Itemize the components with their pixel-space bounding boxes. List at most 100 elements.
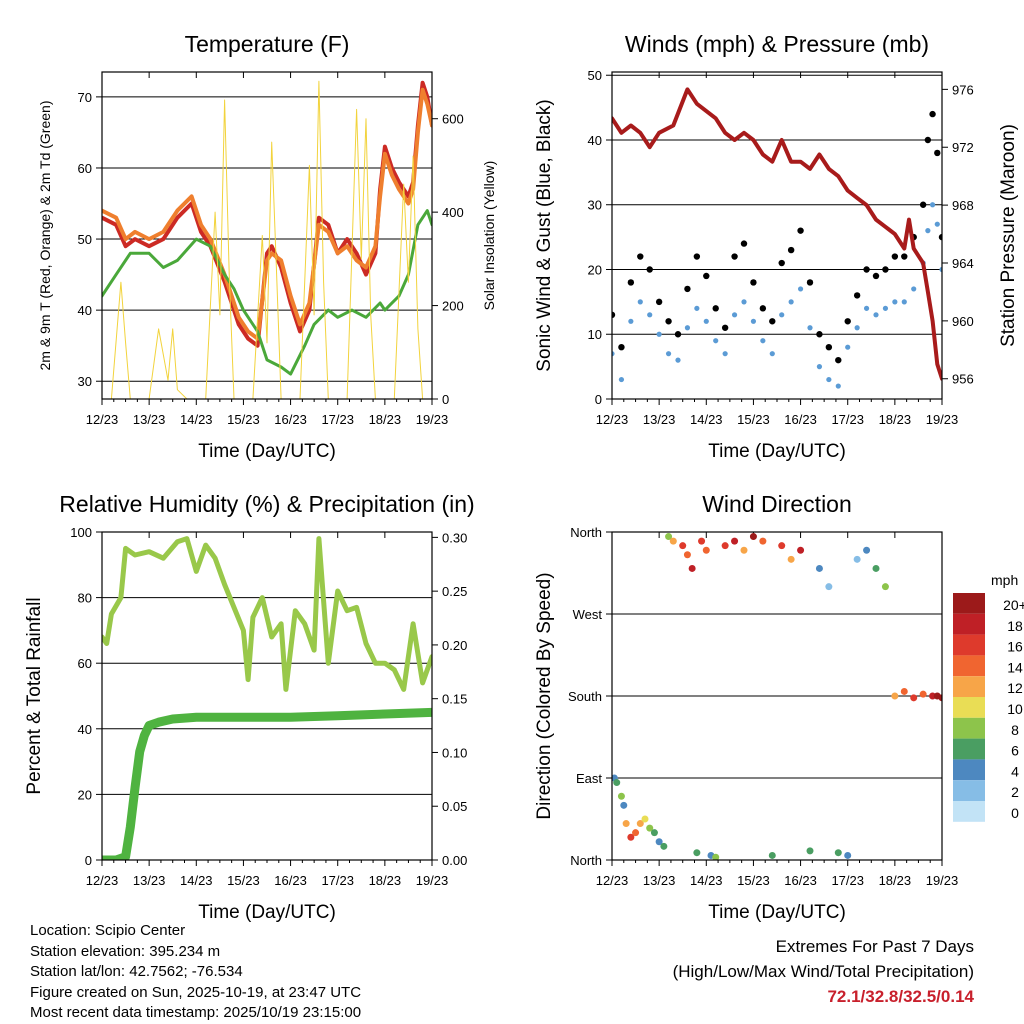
- direction-point: [844, 851, 852, 859]
- wind-point: [835, 383, 841, 389]
- wind-point: [826, 376, 832, 383]
- wind-point: [816, 364, 823, 370]
- direction-point: [853, 555, 861, 563]
- gust-point: [806, 279, 814, 286]
- wind-point: [788, 299, 794, 305]
- y-tick-label: 70: [78, 90, 92, 105]
- chart-title: Relative Humidity (%) & Precipitation (i…: [59, 491, 474, 517]
- x-tick-label: 17/23: [321, 412, 354, 427]
- direction-point: [646, 824, 654, 832]
- direction-point: [660, 842, 668, 850]
- gust-point: [637, 253, 644, 260]
- legend-label: 6: [1011, 743, 1019, 759]
- created-text: Figure created on Sun, 2025-10-19, at 23…: [30, 983, 362, 1001]
- series-line-relative-humidity: [102, 536, 432, 692]
- direction-point: [759, 537, 767, 545]
- y-axis-label: Percent & Total Rainfall: [24, 597, 45, 794]
- direction-point: [683, 551, 691, 559]
- gust-point: [627, 279, 635, 286]
- y2-tick-label: 0.00: [442, 853, 467, 868]
- direction-point: [679, 542, 687, 550]
- y-tick-label: 50: [78, 232, 92, 247]
- gust-point: [693, 253, 701, 260]
- x-tick-label: 12/23: [86, 412, 119, 427]
- gust-point: [919, 201, 927, 208]
- direction-point: [881, 583, 889, 591]
- wind-point: [934, 221, 940, 227]
- y2-tick-label: 0.25: [442, 584, 467, 599]
- x-tick-label: 12/23: [596, 873, 629, 888]
- gust-point: [901, 253, 908, 260]
- wind-point: [750, 318, 757, 324]
- gust-point: [891, 253, 899, 260]
- wind-point: [911, 286, 917, 292]
- legend-label: 10: [1007, 701, 1023, 717]
- gust-point: [787, 246, 795, 254]
- gust-point: [844, 318, 851, 325]
- direction-point: [620, 801, 628, 809]
- wind-point: [656, 331, 662, 337]
- direction-point: [768, 851, 776, 859]
- legend-label: 18: [1007, 618, 1023, 634]
- y-axis-label: Sonic Wind & Gust (Blue, Black): [534, 99, 555, 371]
- y-tick-label: 30: [588, 198, 602, 213]
- direction-point: [693, 849, 701, 857]
- x-tick-label: 19/23: [926, 873, 959, 888]
- y2-tick-label: 0.05: [442, 799, 467, 814]
- direction-point: [740, 546, 748, 554]
- y2-tick-label: 0.15: [442, 692, 467, 707]
- direction-point: [910, 694, 918, 702]
- y-axis-label: 2m & 9m T (Red, Orange) & 2m Td (Green): [37, 101, 53, 371]
- legend-swatch: [953, 655, 985, 677]
- y2-tick-label: 972: [952, 140, 974, 155]
- gust-point: [769, 318, 776, 325]
- direction-point: [863, 546, 871, 554]
- direction-point: [698, 537, 706, 545]
- y2-tick-label: 0.10: [442, 745, 467, 760]
- legend-swatch: [953, 801, 985, 822]
- x-tick-label: 18/23: [369, 412, 402, 427]
- extremes-subtitle: (High/Low/Max Wind/Total Precipitation): [672, 962, 974, 981]
- x-tick-label: 15/23: [737, 412, 770, 427]
- wind-point: [845, 344, 851, 350]
- chart-title: Winds (mph) & Pressure (mb): [625, 31, 929, 57]
- gust-point: [655, 298, 663, 306]
- direction-point: [797, 546, 805, 554]
- direction-point: [613, 779, 621, 787]
- y2-tick-label: 968: [952, 198, 974, 213]
- x-tick-label: 17/23: [321, 873, 354, 888]
- wind-point: [863, 305, 870, 311]
- extremes-values: 72.1/32.8/32.5/0.14: [827, 987, 974, 1006]
- x-tick-label: 19/23: [926, 412, 959, 427]
- direction-point: [712, 853, 720, 860]
- wind-point: [854, 325, 860, 331]
- legend-label: 20+: [1003, 597, 1024, 613]
- legend-swatch: [953, 613, 985, 635]
- series-line-solar-insolation: [102, 80, 432, 399]
- x-tick-label: 15/23: [227, 873, 260, 888]
- x-tick-label: 14/23: [180, 412, 213, 427]
- series-group: [102, 80, 432, 399]
- plot-frame: [101, 531, 433, 861]
- y-tick-label: North: [570, 853, 602, 868]
- y2-tick-label: 956: [952, 372, 974, 387]
- x-tick-label: 15/23: [227, 412, 260, 427]
- gust-point: [674, 331, 682, 338]
- legend-swatch: [953, 717, 985, 739]
- x-tick-label: 12/23: [86, 873, 119, 888]
- legend-swatch: [953, 759, 985, 781]
- gust-point: [835, 356, 842, 364]
- y2-tick-label: 400: [442, 205, 464, 220]
- y-tick-label: 10: [588, 327, 602, 342]
- x-tick-label: 12/23: [596, 412, 629, 427]
- legend-label: 12: [1007, 680, 1023, 696]
- wind-point: [647, 312, 653, 318]
- gust-point: [759, 305, 767, 312]
- direction-point: [900, 687, 908, 695]
- plot-frame: [611, 531, 943, 861]
- gust-point: [797, 227, 804, 234]
- gust-point: [684, 285, 691, 293]
- direction-point: [669, 537, 677, 545]
- wind-point: [741, 299, 747, 305]
